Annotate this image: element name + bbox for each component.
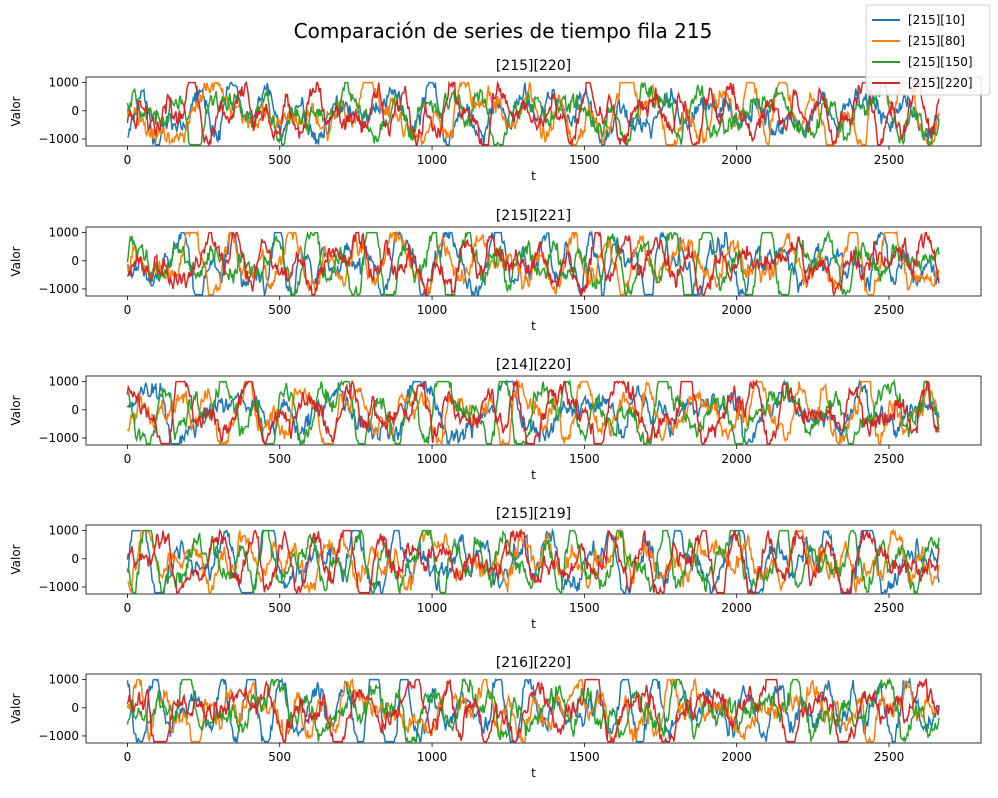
legend-entry-label: [215][10] <box>908 13 965 27</box>
y-tick-label: 0 <box>71 552 79 566</box>
y-axis-label: Valor <box>9 395 23 425</box>
y-tick-label: −1000 <box>38 132 79 146</box>
x-tick-label: 500 <box>268 750 291 764</box>
subplot-title: [214][220] <box>496 357 571 373</box>
series-line-[215][150] <box>126 230 940 296</box>
axes-frame <box>85 673 982 744</box>
x-tick-label: 0 <box>124 750 132 764</box>
figure-suptitle: Comparación de series de tiempo fila 215 <box>294 19 713 43</box>
series-line-[215][220] <box>126 378 940 445</box>
legend-entry-label: [215][220] <box>908 76 973 90</box>
x-tick-label: 2000 <box>721 303 752 317</box>
axes-frame <box>85 524 982 595</box>
series-line-[215][220] <box>126 527 940 594</box>
x-tick-label: 1000 <box>417 452 448 466</box>
y-tick-label: 0 <box>71 254 79 268</box>
x-tick-label: 500 <box>268 153 291 167</box>
x-axis-label: t <box>531 766 536 780</box>
x-tick-label: 0 <box>124 601 132 615</box>
x-tick-label: 2500 <box>874 601 905 615</box>
series-line-[215][220] <box>126 678 940 743</box>
subplot-title: [216][220] <box>496 655 571 671</box>
x-tick-label: 0 <box>124 153 132 167</box>
x-tick-label: 2000 <box>721 750 752 764</box>
subplots: [215][220] 0 500 1000 1500 2000 2500 −1000 0 1000… <box>9 58 982 780</box>
y-tick-label: −1000 <box>38 580 79 594</box>
y-axis-label: Valor <box>9 544 23 574</box>
x-tick-label: 2500 <box>874 750 905 764</box>
legend-box <box>865 4 991 96</box>
x-tick-label: 1000 <box>417 303 448 317</box>
x-tick-label: 1500 <box>569 750 600 764</box>
y-axis-label: Valor <box>9 246 23 276</box>
x-tick-label: 1500 <box>569 601 600 615</box>
y-axis-label: Valor <box>9 96 23 126</box>
x-tick-label: 0 <box>124 452 132 466</box>
subplot-5: [216][220] 0 500 1000 1500 2000 2500 −1000 0 1000… <box>9 655 982 780</box>
subplot-3: [214][220] 0 500 1000 1500 2000 2500 −1000 0 1000… <box>9 357 982 482</box>
x-tick-label: 1500 <box>569 303 600 317</box>
x-tick-label: 2000 <box>721 153 752 167</box>
subplot-2: [215][221] 0 500 1000 1500 2000 2500 −1000 0 1000… <box>9 208 982 333</box>
legend-entry-label: [215][80] <box>908 34 965 48</box>
y-tick-label: 0 <box>71 403 79 417</box>
x-tick-label: 500 <box>268 303 291 317</box>
series-line-[215][150] <box>126 81 940 146</box>
x-tick-label: 2500 <box>874 303 905 317</box>
y-tick-label: −1000 <box>38 729 79 743</box>
x-tick-label: 2500 <box>874 452 905 466</box>
y-tick-label: −1000 <box>38 431 79 445</box>
x-tick-label: 0 <box>124 303 132 317</box>
x-tick-label: 500 <box>268 601 291 615</box>
x-tick-label: 1500 <box>569 153 600 167</box>
legend: [215][10] [215][80] [215][150] [215][220] <box>865 4 991 96</box>
subplot-title: [215][219] <box>496 506 571 522</box>
subplot-title: [215][220] <box>496 58 571 74</box>
y-tick-label: 1000 <box>48 76 79 90</box>
subplot-title: [215][221] <box>496 208 571 224</box>
x-axis-label: t <box>531 169 536 183</box>
y-tick-label: 1000 <box>48 226 79 240</box>
axes-frame <box>85 76 982 147</box>
y-tick-label: −1000 <box>38 282 79 296</box>
series-line-[215][10] <box>126 379 940 445</box>
series-line-[215][220] <box>126 80 940 146</box>
y-tick-label: 0 <box>71 701 79 715</box>
y-axis-label: Valor <box>9 693 23 723</box>
legend-entry-label: [215][150] <box>908 55 973 69</box>
series-line-[215][80] <box>126 80 940 146</box>
axes-frame <box>85 226 982 297</box>
subplot-4: [215][219] 0 500 1000 1500 2000 2500 −1000 0 1000… <box>9 506 982 631</box>
y-tick-label: 1000 <box>48 524 79 538</box>
series-line-[215][150] <box>126 528 940 594</box>
x-tick-label: 2000 <box>721 452 752 466</box>
x-tick-label: 500 <box>268 452 291 466</box>
x-tick-label: 1000 <box>417 153 448 167</box>
y-tick-label: 1000 <box>48 375 79 389</box>
series-line-[215][220] <box>126 230 940 296</box>
axes-frame <box>85 375 982 446</box>
subplot-1: [215][220] 0 500 1000 1500 2000 2500 −1000 0 1000… <box>9 58 982 183</box>
y-tick-label: 0 <box>71 104 79 118</box>
x-tick-label: 1500 <box>569 452 600 466</box>
x-tick-label: 1000 <box>417 601 448 615</box>
x-tick-label: 2500 <box>874 153 905 167</box>
x-tick-label: 1000 <box>417 750 448 764</box>
y-tick-label: 1000 <box>48 673 79 687</box>
series-line-[215][150] <box>126 677 940 743</box>
x-tick-label: 2000 <box>721 601 752 615</box>
x-axis-label: t <box>531 617 536 631</box>
x-axis-label: t <box>531 319 536 333</box>
x-axis-label: t <box>531 468 536 482</box>
